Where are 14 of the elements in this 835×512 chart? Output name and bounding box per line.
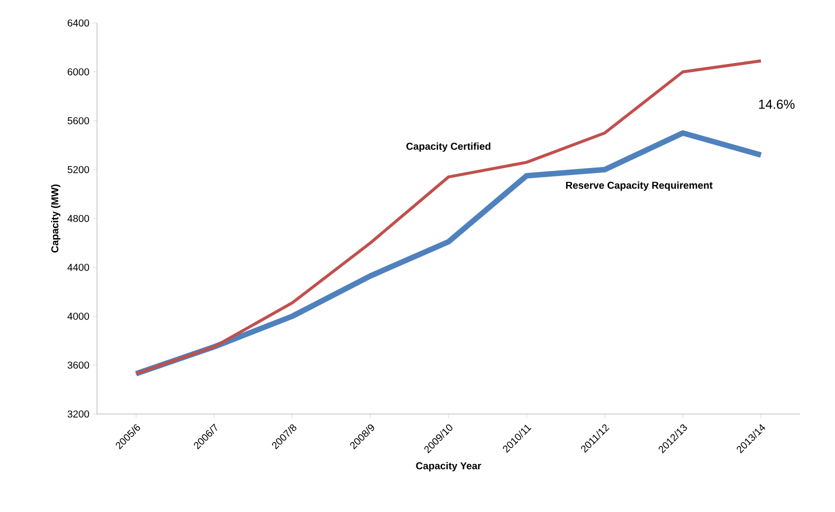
y-tick-label: 5600 (68, 117, 90, 124)
y-tick-label: 6000 (68, 68, 90, 76)
y-tick-label: 3200 (68, 410, 90, 418)
annotation: 14.6% (759, 100, 795, 109)
y-tick-label: 3600 (68, 362, 90, 369)
y-tick-label: 4800 (67, 214, 90, 222)
y-tick-label: 4000 (67, 312, 90, 320)
x-axis-title: Capacity Year (416, 462, 482, 472)
series-label: Capacity Certified (406, 142, 490, 152)
y-tick-label: 6400 (68, 19, 90, 27)
y-tick-label: 5200 (68, 166, 90, 174)
y-axis-title: Capacity (MW) (51, 184, 60, 253)
y-tick-label: 4400 (67, 264, 90, 271)
series-label: Reserve Capacity Requirement (566, 181, 713, 191)
